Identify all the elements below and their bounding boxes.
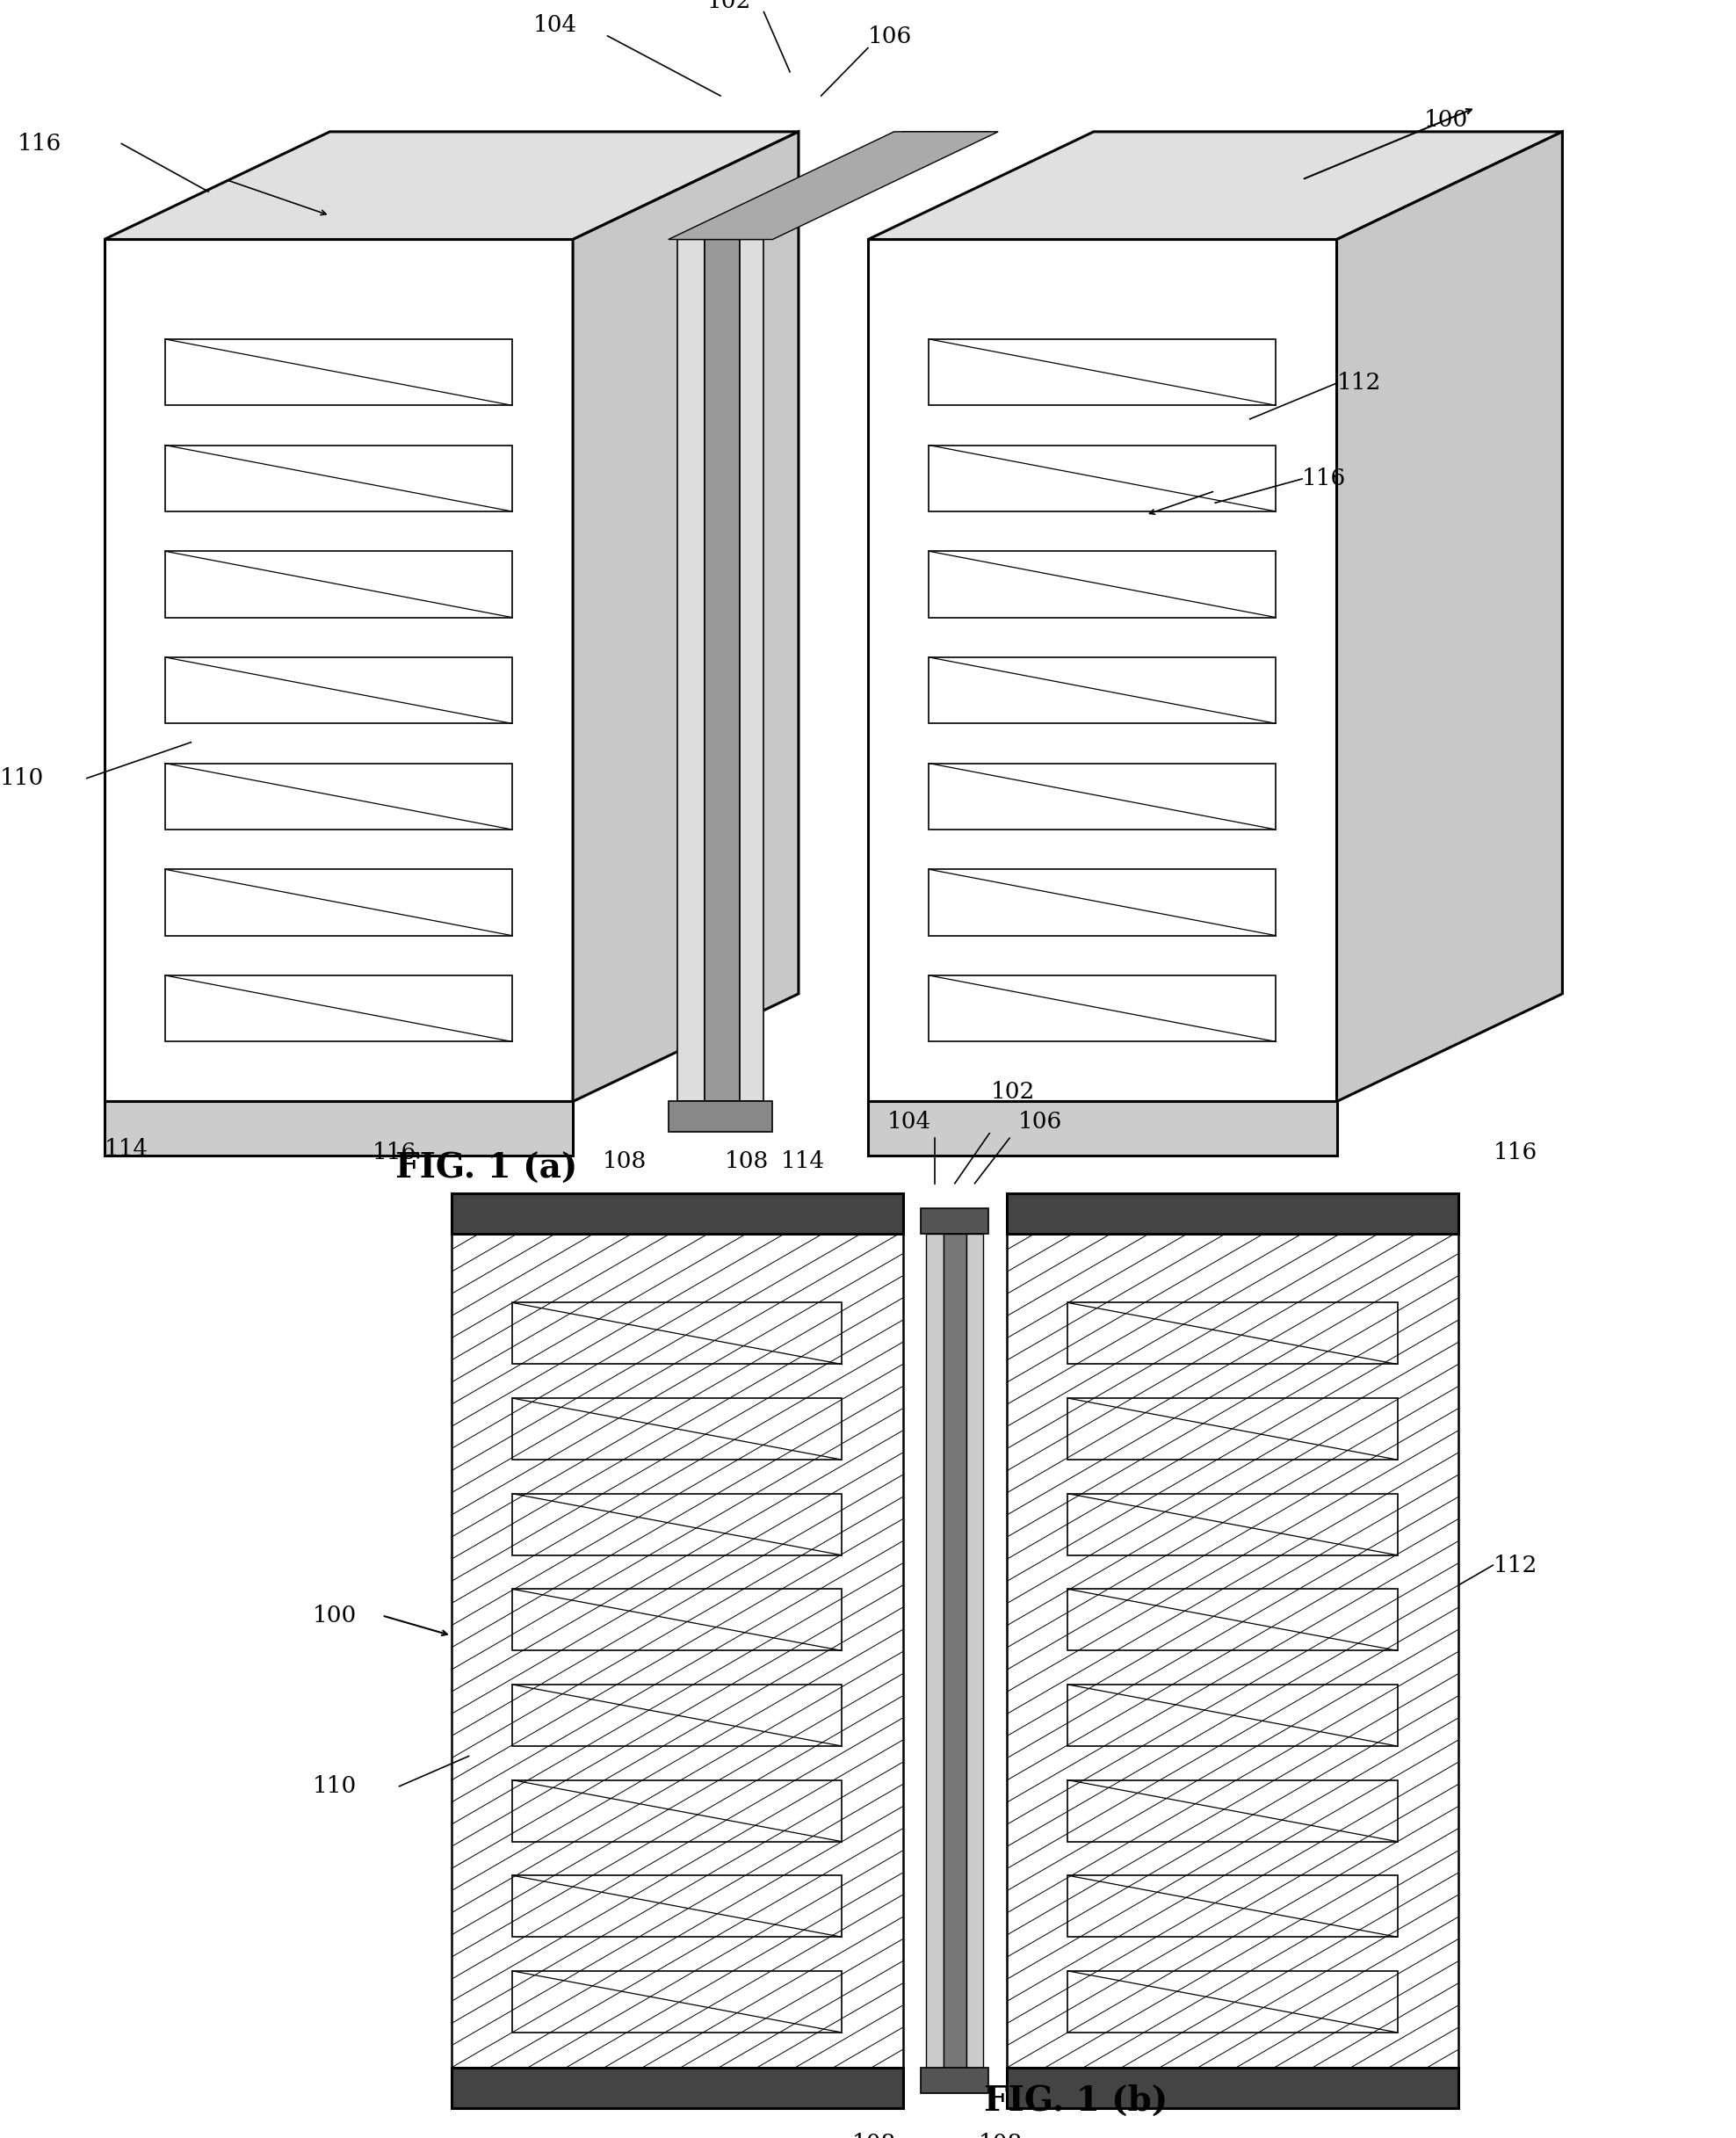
Text: 108: 108 xyxy=(852,2134,896,2138)
Polygon shape xyxy=(165,552,512,618)
Polygon shape xyxy=(868,1101,1337,1155)
Polygon shape xyxy=(104,133,799,239)
Text: 114: 114 xyxy=(104,1137,148,1161)
Polygon shape xyxy=(965,1234,984,2067)
Polygon shape xyxy=(165,445,512,511)
Text: 114: 114 xyxy=(781,1150,825,1172)
Polygon shape xyxy=(165,656,512,723)
Polygon shape xyxy=(1068,1875,1397,1937)
Text: 100: 100 xyxy=(312,1604,356,1627)
Polygon shape xyxy=(929,552,1276,618)
Polygon shape xyxy=(927,1234,944,2067)
Polygon shape xyxy=(1068,1494,1397,1554)
Polygon shape xyxy=(512,1589,842,1651)
Polygon shape xyxy=(929,656,1276,723)
Text: 108: 108 xyxy=(602,1150,648,1172)
Polygon shape xyxy=(668,133,998,239)
Polygon shape xyxy=(165,975,512,1041)
Polygon shape xyxy=(512,1875,842,1937)
Polygon shape xyxy=(165,763,512,830)
Text: 106: 106 xyxy=(1019,1112,1062,1133)
Polygon shape xyxy=(920,1208,990,1234)
Polygon shape xyxy=(705,133,965,239)
Polygon shape xyxy=(451,1193,903,1234)
Polygon shape xyxy=(1068,1781,1397,1841)
Polygon shape xyxy=(929,340,1276,406)
Text: 104: 104 xyxy=(887,1112,930,1133)
Text: 110: 110 xyxy=(0,768,43,789)
Text: 110: 110 xyxy=(312,1775,356,1798)
Polygon shape xyxy=(512,1398,842,1460)
Polygon shape xyxy=(1007,2067,1458,2108)
Polygon shape xyxy=(512,1685,842,1747)
Polygon shape xyxy=(868,133,1562,239)
Polygon shape xyxy=(165,340,512,406)
Polygon shape xyxy=(1068,1971,1397,2033)
Polygon shape xyxy=(740,239,764,1101)
Text: 116: 116 xyxy=(17,133,61,154)
Polygon shape xyxy=(512,1494,842,1554)
Text: 116: 116 xyxy=(1302,468,1345,490)
Polygon shape xyxy=(929,445,1276,511)
Polygon shape xyxy=(1068,1685,1397,1747)
Polygon shape xyxy=(668,1101,773,1131)
Text: 102: 102 xyxy=(707,0,752,13)
Polygon shape xyxy=(677,133,930,239)
Polygon shape xyxy=(1068,1398,1397,1460)
Polygon shape xyxy=(104,239,573,1101)
Polygon shape xyxy=(740,133,990,239)
Text: 116: 116 xyxy=(1493,1142,1536,1163)
Polygon shape xyxy=(573,133,799,1101)
Polygon shape xyxy=(705,239,740,1101)
Polygon shape xyxy=(512,1781,842,1841)
Text: 108: 108 xyxy=(979,2134,1023,2138)
Text: 104: 104 xyxy=(533,15,578,36)
Polygon shape xyxy=(920,2067,990,2093)
Polygon shape xyxy=(1007,1193,1458,1234)
Polygon shape xyxy=(104,1101,573,1155)
Text: 106: 106 xyxy=(868,26,911,47)
Text: FIG. 1 (a): FIG. 1 (a) xyxy=(396,1152,576,1184)
Text: 112: 112 xyxy=(1337,372,1380,393)
Text: FIG. 1 (b): FIG. 1 (b) xyxy=(984,2085,1168,2119)
Polygon shape xyxy=(512,1971,842,2033)
Polygon shape xyxy=(929,975,1276,1041)
Text: 116: 116 xyxy=(373,1142,417,1163)
Polygon shape xyxy=(929,763,1276,830)
Polygon shape xyxy=(451,2067,903,2108)
Polygon shape xyxy=(512,1302,842,1364)
Text: 100: 100 xyxy=(1424,109,1467,130)
Polygon shape xyxy=(165,870,512,936)
Polygon shape xyxy=(944,1234,965,2067)
Polygon shape xyxy=(868,239,1337,1101)
Text: 112: 112 xyxy=(1493,1554,1536,1576)
Text: 108: 108 xyxy=(724,1150,769,1172)
Polygon shape xyxy=(677,239,705,1101)
Text: 102: 102 xyxy=(991,1082,1035,1103)
Polygon shape xyxy=(1337,133,1562,1101)
Polygon shape xyxy=(929,870,1276,936)
Polygon shape xyxy=(1068,1302,1397,1364)
Polygon shape xyxy=(1068,1589,1397,1651)
